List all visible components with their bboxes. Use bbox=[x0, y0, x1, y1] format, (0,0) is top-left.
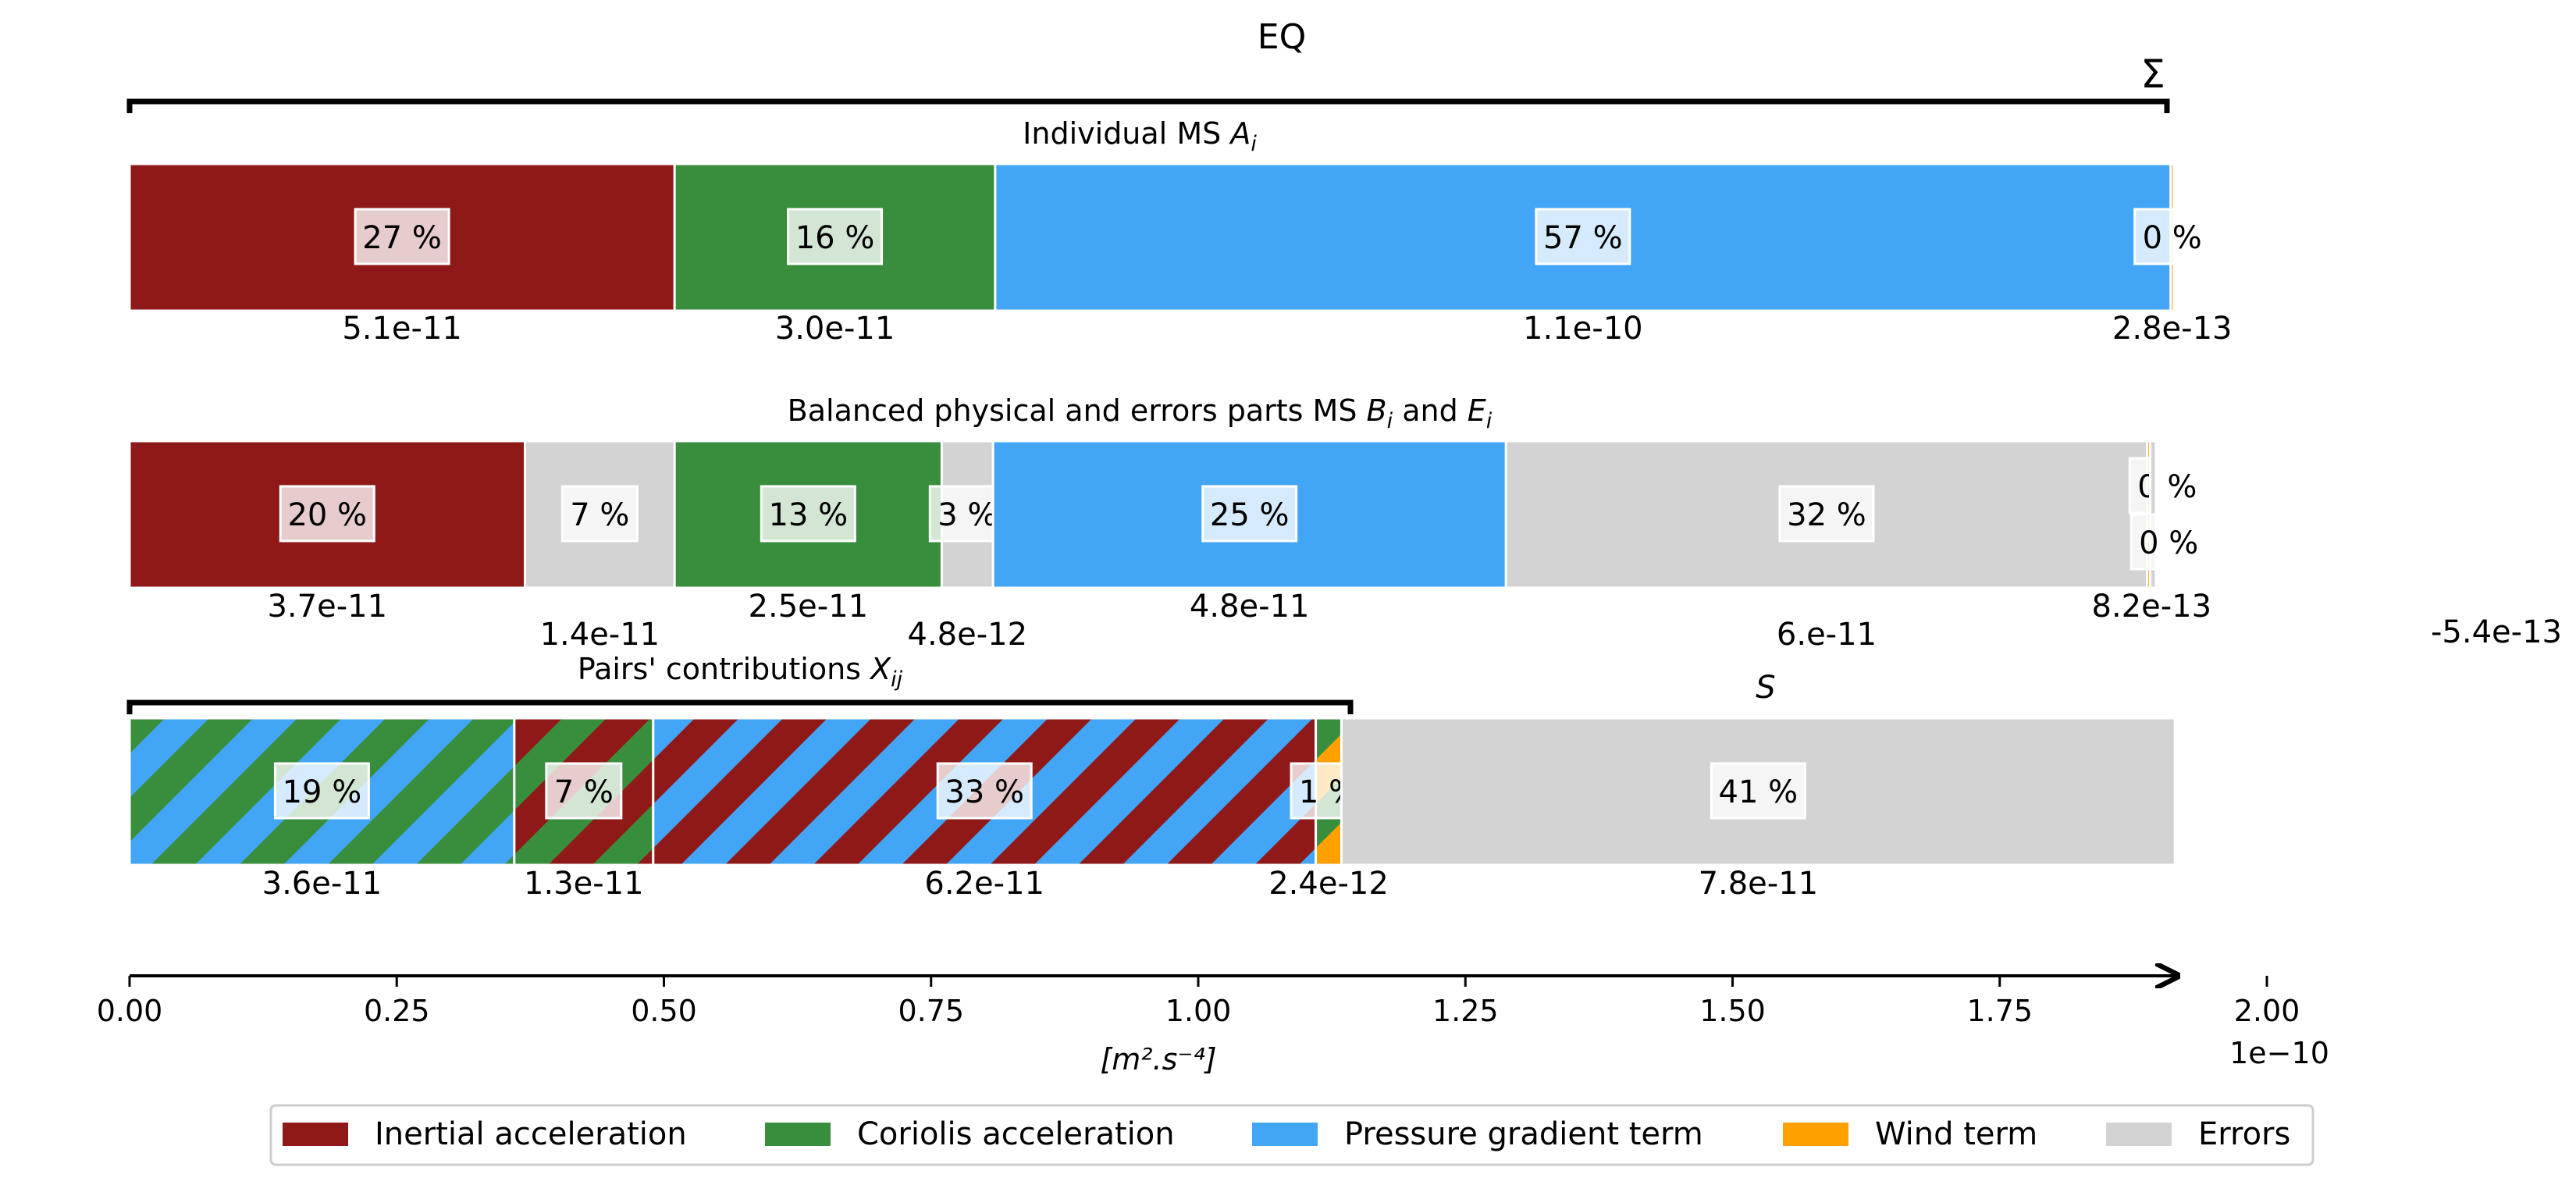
x-tick-label-4: 0.75 bbox=[898, 994, 964, 1028]
bar-row2-segment-2-value-label: 1.4e-11 bbox=[540, 617, 660, 653]
bar-row3-segment-1-percent-label: 19 % bbox=[283, 774, 362, 810]
x-axis-label: [m².s⁻⁴] bbox=[1100, 1042, 1216, 1077]
row-2-title-var2: E bbox=[1468, 393, 1486, 428]
legend-label-coriolis: Coriolis acceleration bbox=[857, 1116, 1175, 1152]
legend-label-inertial: Inertial acceleration bbox=[375, 1116, 687, 1152]
sum-label: Σ bbox=[2140, 52, 2165, 97]
legend-swatch-pressure bbox=[1252, 1123, 1318, 1146]
bar-row2-segment-2-percent-label: 7 % bbox=[570, 497, 629, 533]
bar-row1-segment-2-value-label: 3.0e-11 bbox=[775, 311, 895, 347]
chart-title: EQ bbox=[1258, 17, 1306, 57]
row-1-title: Individual MS Ai bbox=[1023, 116, 1257, 156]
x-tick-label-8: 1.75 bbox=[1966, 994, 2033, 1028]
bar-row1-segment-3-value-label: 1.1e-10 bbox=[1523, 311, 1643, 347]
bar-row3-segment-2-value-label: 1.3e-11 bbox=[524, 866, 644, 902]
legend-swatch-errors bbox=[2106, 1123, 2172, 1146]
bar-row3-segment-2-percent-box bbox=[545, 762, 623, 820]
bar-row3-segment-3-percent-box bbox=[936, 762, 1033, 820]
x-ticks: 0.00 0.25 0.50 0.75 1.00 1.25 1.50 1.75 2.00 bbox=[97, 976, 2300, 1028]
legend-label-errors: Errors bbox=[2198, 1116, 2290, 1152]
x-tick-label-3: 0.50 bbox=[631, 994, 697, 1028]
bar-row2-segment-6-percent-box bbox=[1778, 485, 1875, 543]
bar-row1-segment-2-percent-box bbox=[787, 208, 884, 265]
bar-row2-segment-1-percent-label: 20 % bbox=[287, 497, 367, 533]
row-3-title-text: Pairs' contributions bbox=[578, 652, 870, 686]
x-tick-label-1: 0.00 bbox=[97, 994, 163, 1028]
row-3-title-sub: ij bbox=[891, 667, 903, 692]
bar-row2-segment-6-value-label: 6.e-11 bbox=[1777, 617, 1877, 653]
bar-row2-segment-1-value-label: 3.7e-11 bbox=[267, 589, 387, 625]
x-tick-label-9: 2.00 bbox=[2234, 994, 2300, 1028]
bar-row3-segment-3-percent-label: 33 % bbox=[945, 774, 1024, 810]
bar-row2-segment-8-percent-box bbox=[2129, 513, 2208, 571]
eq-bracket bbox=[126, 98, 2170, 113]
bar-row1-segment-4-value-label: 2.8e-13 bbox=[2112, 311, 2233, 347]
x-tick-label-2: 0.25 bbox=[364, 994, 430, 1028]
x-tick-label-5: 1.00 bbox=[1165, 994, 1232, 1028]
row-2-title-sub2: i bbox=[1486, 409, 1493, 433]
row-2-title-sub: i bbox=[1387, 409, 1393, 433]
bar-row1-segment-1-percent-label: 27 % bbox=[362, 220, 442, 256]
bar-row3-segment-1-value-label: 3.6e-11 bbox=[262, 866, 382, 902]
legend-swatch-inertial bbox=[283, 1123, 348, 1146]
bar-row3-segment-5-percent-box bbox=[1710, 762, 1806, 820]
bar-row2-segment-3-percent-label: 13 % bbox=[769, 497, 849, 533]
bar-row2-segment-7-value-label: 8.2e-13 bbox=[2092, 589, 2212, 625]
bar-row2-segment-4-value-label: 4.8e-12 bbox=[908, 617, 1028, 653]
row-2-title-mid: and bbox=[1393, 393, 1468, 428]
bar-row1-segment-3-percent-label: 57 % bbox=[1543, 220, 1623, 256]
legend-label-wind: Wind term bbox=[1875, 1116, 2037, 1152]
row-1-title-sub: i bbox=[1251, 132, 1257, 156]
row-3-title-var: X bbox=[869, 652, 891, 686]
bar-row2-segment-3-percent-box bbox=[760, 485, 856, 543]
legend-swatch-wind bbox=[1783, 1123, 1848, 1146]
row-3-title: Pairs' contributions Xij bbox=[578, 652, 903, 692]
bar-row2-segment-3-value-label: 2.5e-11 bbox=[749, 589, 869, 625]
bar-row2-segment-2-percent-box bbox=[560, 485, 639, 543]
bar-row1-segment-1-value-label: 5.1e-11 bbox=[342, 311, 462, 347]
legend-swatch-coriolis bbox=[765, 1123, 831, 1146]
bar-row3-segment-5-percent-label: 41 % bbox=[1719, 774, 1799, 810]
bar-row2-segment-8-percent-label: 0 % bbox=[2139, 525, 2198, 561]
bar-row3-segment-5-value-label: 7.8e-11 bbox=[1699, 866, 1819, 902]
bar-row2-segment-8-value-label: -5.4e-13 bbox=[2431, 614, 2562, 650]
bar-row3-segment-4-value-label: 2.4e-12 bbox=[1268, 866, 1389, 902]
bar-row2-segment-4-percent-label: 3 % bbox=[938, 497, 997, 533]
bar-row2-segment-1-percent-box bbox=[279, 485, 375, 543]
x-tick-label-7: 1.50 bbox=[1699, 994, 1766, 1028]
row-2-title-text: Balanced physical and errors parts MS bbox=[788, 393, 1367, 428]
bar-row1-segment-2-percent-label: 16 % bbox=[795, 220, 875, 256]
bar-row3-segment-1-percent-box bbox=[273, 762, 370, 820]
bar-row2-segment-6-percent-label: 32 % bbox=[1787, 497, 1866, 533]
bar-row2-segment-5-percent-box bbox=[1201, 485, 1298, 543]
bar-row2-segment-5-percent-label: 25 % bbox=[1210, 497, 1290, 533]
bar-row3-segment-2-percent-label: 7 % bbox=[554, 774, 614, 810]
legend-label-pressure: Pressure gradient term bbox=[1344, 1116, 1703, 1152]
bar-row1-segment-1-percent-box bbox=[354, 208, 450, 265]
bars-group: 27 % 5.1e-11 16 % 3.0e-11 57 % 1.1e-10 0 % 2.8e… bbox=[128, 162, 2562, 902]
bar-row2-segment-7-percent-box bbox=[2128, 457, 2206, 514]
row-2-title-var: B bbox=[1367, 393, 1387, 428]
row-2-title: Balanced physical and errors parts MS Bi… bbox=[788, 393, 1493, 433]
legend: Inertial acceleration Coriolis accelerati… bbox=[269, 1104, 2314, 1166]
bar-row2-segment-5-value-label: 4.8e-11 bbox=[1190, 589, 1310, 625]
bar-row2-segment-7-percent-label: 0 % bbox=[2137, 469, 2197, 505]
s-label: S bbox=[1756, 670, 1775, 706]
bar-row1-segment-3-percent-box bbox=[1535, 208, 1631, 265]
pairs-bracket bbox=[126, 699, 1354, 714]
x-tick-label-6: 1.25 bbox=[1432, 994, 1499, 1028]
row-1-title-text: Individual MS bbox=[1023, 116, 1230, 151]
row-1-title-var: A bbox=[1228, 116, 1251, 151]
bar-row1-segment-4-percent-label: 0 % bbox=[2143, 220, 2202, 256]
bar-row1-segment-4-percent-box bbox=[2133, 208, 2211, 265]
x-scale-label: 1e−10 bbox=[2229, 1036, 2329, 1070]
bar-row3-segment-3-value-label: 6.2e-11 bbox=[924, 866, 1044, 902]
